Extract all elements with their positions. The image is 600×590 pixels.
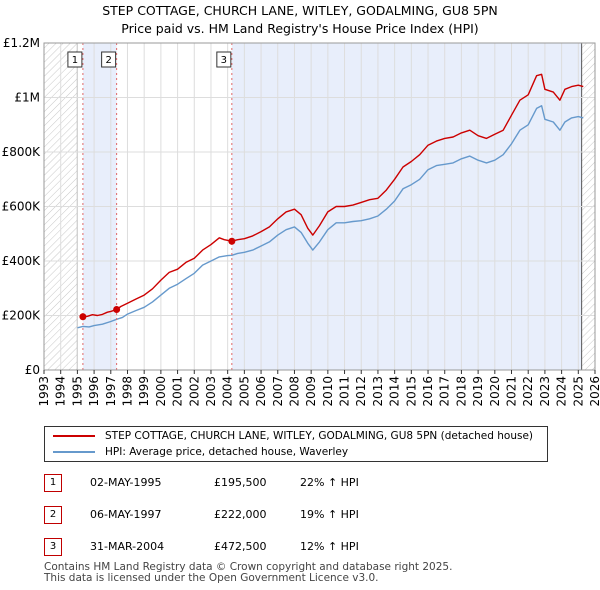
x-tick-label: 1999 (137, 376, 151, 407)
y-tick-label: £400K (2, 254, 42, 268)
transaction-hpi-change: 19% ↑ HPI (300, 508, 359, 521)
sale-label: 2 (105, 55, 111, 66)
plot-frame (43, 42, 596, 371)
sale-point (113, 306, 121, 314)
x-tick-label: 1997 (104, 376, 118, 407)
x-tick-label: 2016 (421, 376, 435, 407)
y-tick-label: £1M (14, 91, 40, 105)
x-tick-label: 2012 (354, 376, 368, 407)
x-tick-label: 1998 (120, 376, 134, 407)
legend-swatch-property (53, 435, 95, 437)
y-tick-label: £200K (2, 309, 42, 323)
footer-copyright: Contains HM Land Registry data © Crown c… (44, 561, 453, 573)
transaction-number: 1 (44, 474, 62, 492)
y-tick-label: £0 (25, 363, 40, 377)
sale-label: 1 (72, 55, 78, 66)
x-tick-label: 1993 (37, 376, 51, 407)
y-tick-label: £1.2M (3, 36, 40, 50)
sale-point (79, 313, 87, 321)
x-tick-label: 2007 (271, 376, 285, 407)
x-tick-label: 2009 (304, 376, 318, 407)
transaction-date: 02-MAY-1995 (90, 476, 162, 489)
x-tick-label: 2020 (488, 376, 502, 407)
y-tick-label: £600K (2, 200, 42, 214)
hpi-series-line (77, 105, 584, 329)
transaction-number: 3 (44, 538, 62, 556)
x-tick-label: 2011 (338, 376, 352, 407)
legend-swatch-hpi (53, 451, 95, 453)
transaction-price: £472,500 (214, 540, 267, 553)
x-tick-label: 2008 (287, 376, 301, 407)
x-tick-label: 2004 (221, 376, 235, 407)
transaction-hpi-change: 22% ↑ HPI (300, 476, 359, 489)
x-tick-label: 2022 (521, 376, 535, 407)
sale-label-box (101, 51, 117, 68)
x-tick-label: 2018 (454, 376, 468, 407)
x-tick-label: 2013 (371, 376, 385, 407)
property-series-line (82, 73, 584, 318)
x-tick-label: 2005 (237, 376, 251, 407)
x-tick-label: 2006 (254, 376, 268, 407)
transaction-number: 2 (44, 506, 62, 524)
x-tick-label: 2021 (505, 376, 519, 407)
x-tick-label: 2003 (204, 376, 218, 407)
x-tick-label: 2024 (555, 376, 569, 407)
x-tick-label: 1996 (87, 376, 101, 407)
transaction-price: £195,500 (214, 476, 267, 489)
transaction-date: 06-MAY-1997 (90, 508, 162, 521)
x-tick-label: 1995 (70, 376, 84, 407)
chart-title: STEP COTTAGE, CHURCH LANE, WITLEY, GODAL… (102, 3, 498, 18)
x-tick-label: 2017 (438, 376, 452, 407)
transaction-price: £222,000 (214, 508, 267, 521)
sale-label-box (67, 51, 83, 68)
transaction-date: 31-MAR-2004 (90, 540, 165, 553)
legend: STEP COTTAGE, CHURCH LANE, WITLEY, GODAL… (44, 426, 548, 462)
y-tick-label: £800K (2, 145, 42, 159)
x-tick-label: 2002 (187, 376, 201, 407)
chart-subtitle: Price paid vs. HM Land Registry's House … (121, 21, 479, 36)
x-tick-label: 2000 (154, 376, 168, 407)
x-tick-label: 2001 (171, 376, 185, 407)
x-tick-label: 2010 (321, 376, 335, 407)
x-tick-label: 2015 (404, 376, 418, 407)
legend-label-hpi: HPI: Average price, detached house, Wave… (105, 446, 349, 458)
x-tick-label: 1994 (54, 376, 68, 407)
x-tick-label: 2014 (388, 376, 402, 407)
transaction-hpi-change: 12% ↑ HPI (300, 540, 359, 553)
x-tick-label: 2023 (538, 376, 552, 407)
sale-point (228, 237, 236, 245)
legend-label-property: STEP COTTAGE, CHURCH LANE, WITLEY, GODAL… (105, 430, 534, 442)
sale-label-box (216, 51, 232, 68)
x-tick-label: 2025 (571, 376, 585, 407)
x-tick-label: 2026 (588, 376, 600, 407)
sale-label: 3 (221, 55, 227, 66)
footer-licence: This data is licensed under the Open Gov… (44, 572, 379, 584)
x-tick-label: 2019 (471, 376, 485, 407)
